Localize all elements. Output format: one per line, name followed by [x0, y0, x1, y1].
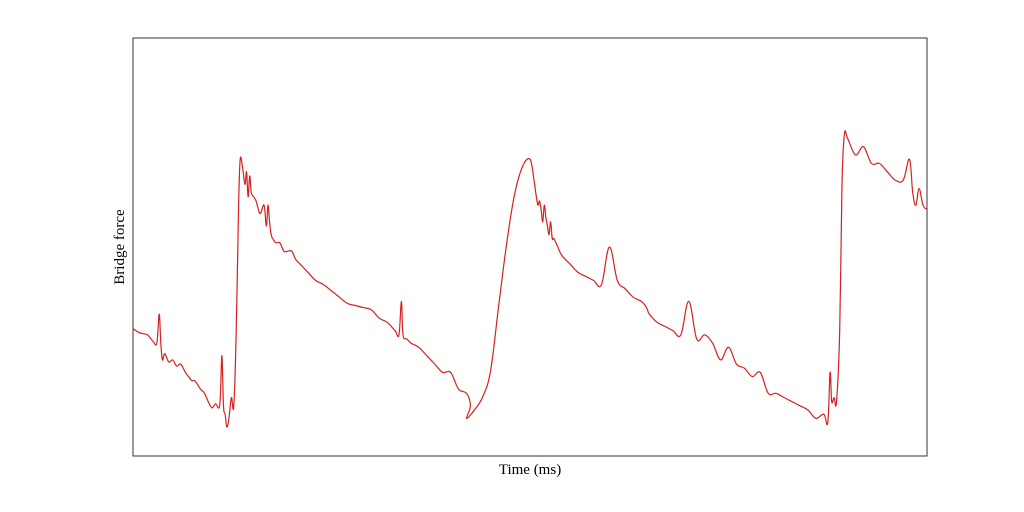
- y-axis-label: Bridge force: [112, 209, 128, 285]
- series-layer: [132, 130, 928, 428]
- series-line-0: [132, 130, 928, 428]
- plot-area-frame: [132, 37, 928, 457]
- x-axis-label: Time (ms): [499, 462, 561, 478]
